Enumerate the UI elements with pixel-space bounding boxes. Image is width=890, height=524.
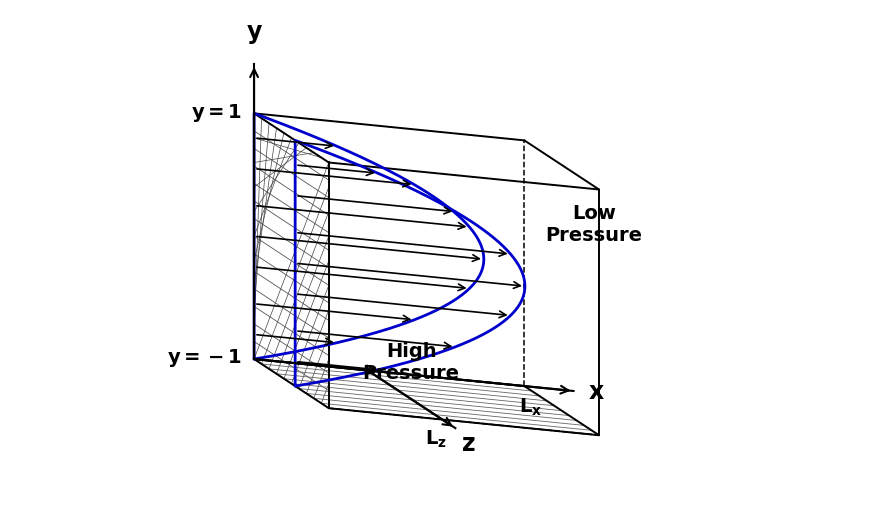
Text: $\mathbf{L_x}$: $\mathbf{L_x}$ <box>519 397 542 418</box>
Text: $\mathbf{y}$: $\mathbf{y}$ <box>246 22 263 46</box>
Text: High
Pressure: High Pressure <box>363 342 460 383</box>
Text: $\mathbf{y=1}$: $\mathbf{y=1}$ <box>190 102 242 124</box>
Text: $\mathbf{L_z}$: $\mathbf{L_z}$ <box>425 429 447 450</box>
Text: $\mathbf{z}$: $\mathbf{z}$ <box>461 432 475 456</box>
Text: $\mathbf{x}$: $\mathbf{x}$ <box>588 380 605 405</box>
Text: Low
Pressure: Low Pressure <box>546 204 643 245</box>
Text: $\mathbf{y=-1}$: $\mathbf{y=-1}$ <box>167 347 242 369</box>
